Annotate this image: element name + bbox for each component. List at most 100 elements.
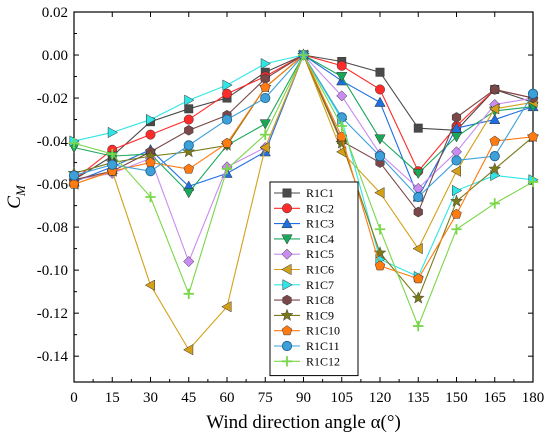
data-point — [413, 191, 424, 203]
x-tick-label: 90 — [296, 390, 311, 406]
data-point — [375, 67, 385, 77]
data-point — [221, 163, 233, 175]
data-point — [68, 138, 80, 149]
series-layer — [67, 48, 540, 356]
data-point — [374, 134, 386, 145]
legend-label: R1C6 — [306, 263, 334, 277]
data-point — [489, 103, 500, 115]
data-point — [374, 151, 386, 162]
y-tick-label: -0.02 — [37, 91, 68, 107]
legend-label: R1C7 — [306, 278, 334, 292]
data-point — [298, 49, 309, 61]
data-point — [145, 166, 156, 177]
legend-marker — [281, 217, 293, 229]
data-point — [413, 273, 424, 284]
legend-label: R1C2 — [306, 201, 334, 215]
legend-item: R1C8 — [274, 293, 334, 307]
legend-marker — [280, 308, 294, 321]
data-point — [375, 84, 385, 95]
data-point — [68, 170, 80, 181]
x-tick-label: 180 — [522, 390, 545, 406]
legend-marker — [281, 234, 293, 245]
legend-label: R1C12 — [306, 354, 340, 368]
legend-marker — [282, 294, 292, 306]
data-point — [374, 224, 386, 235]
x-axis-title: Wind direction angle α(°) — [206, 412, 401, 433]
series-r1c2 — [69, 50, 538, 185]
data-point — [413, 320, 424, 332]
data-point — [183, 255, 195, 268]
legend-item: R1C5 — [274, 247, 334, 261]
y-axis-title: CM — [4, 184, 28, 209]
data-point — [450, 165, 461, 177]
legend-label: R1C1 — [306, 186, 334, 200]
data-point — [183, 163, 194, 174]
legend-item: R1C1 — [274, 186, 334, 200]
data-point — [184, 125, 194, 136]
data-point — [221, 301, 232, 313]
legend-marker — [282, 188, 292, 198]
legend-marker — [282, 279, 293, 291]
data-point — [374, 96, 386, 107]
legend-item: R1C3 — [274, 217, 334, 231]
legend-marker — [281, 356, 293, 367]
data-point — [260, 92, 271, 104]
y-tick-label: -0.14 — [37, 349, 69, 365]
x-tick-label: 150 — [445, 390, 468, 406]
data-point — [107, 159, 118, 170]
data-point — [451, 224, 462, 235]
data-point — [183, 188, 195, 199]
data-point — [412, 168, 424, 180]
y-tick-label: 0.00 — [42, 48, 68, 64]
legend-item: R1C11 — [274, 339, 340, 353]
legend-marker — [281, 263, 292, 276]
data-point — [183, 344, 194, 356]
series-line — [73, 54, 534, 194]
y-tick-label: -0.04 — [37, 134, 69, 150]
data-point — [184, 94, 195, 106]
x-tick-label: 60 — [220, 390, 235, 406]
legend-label: R1C8 — [306, 293, 334, 307]
data-point — [489, 113, 501, 125]
data-point — [413, 123, 423, 133]
data-point — [452, 184, 463, 197]
axes: 0 15 30 45 60 75 90 105 120 135 150 165 180 0.02 0.00 -… — [37, 5, 545, 406]
legend-label: R1C4 — [306, 232, 334, 246]
x-tick-label: 0 — [70, 390, 78, 406]
data-point — [183, 140, 194, 151]
series-line — [73, 54, 534, 199]
data-point — [336, 120, 347, 132]
data-point — [183, 114, 194, 125]
y-tick-label: -0.10 — [37, 263, 68, 279]
legend-label: R1C10 — [306, 324, 340, 338]
data-point — [259, 119, 271, 130]
legend-marker — [282, 203, 292, 214]
series-r1c3 — [68, 49, 539, 202]
data-point — [489, 135, 500, 146]
data-point — [450, 132, 463, 143]
series-r1c4 — [68, 50, 539, 199]
x-tick-label: 15 — [105, 390, 120, 406]
data-point — [489, 151, 500, 162]
y-tick-label: -0.06 — [37, 177, 69, 193]
data-point — [335, 136, 349, 149]
data-point — [107, 126, 118, 139]
data-point — [184, 104, 194, 114]
data-point — [336, 72, 348, 83]
data-point — [222, 88, 232, 99]
data-point — [221, 137, 233, 148]
data-point — [336, 60, 347, 71]
x-tick-label: 135 — [407, 390, 430, 406]
data-point — [260, 81, 271, 92]
y-axis-title-subscript: M — [13, 184, 28, 197]
y-axis-title-main: C — [4, 196, 25, 209]
legend-label: R1C9 — [306, 308, 334, 322]
data-point — [527, 131, 539, 142]
legend-item: R1C2 — [274, 201, 334, 215]
data-point — [411, 291, 425, 304]
legend-item: R1C12 — [274, 354, 340, 368]
y-tick-label: 0.02 — [42, 5, 68, 21]
data-point — [488, 162, 502, 175]
